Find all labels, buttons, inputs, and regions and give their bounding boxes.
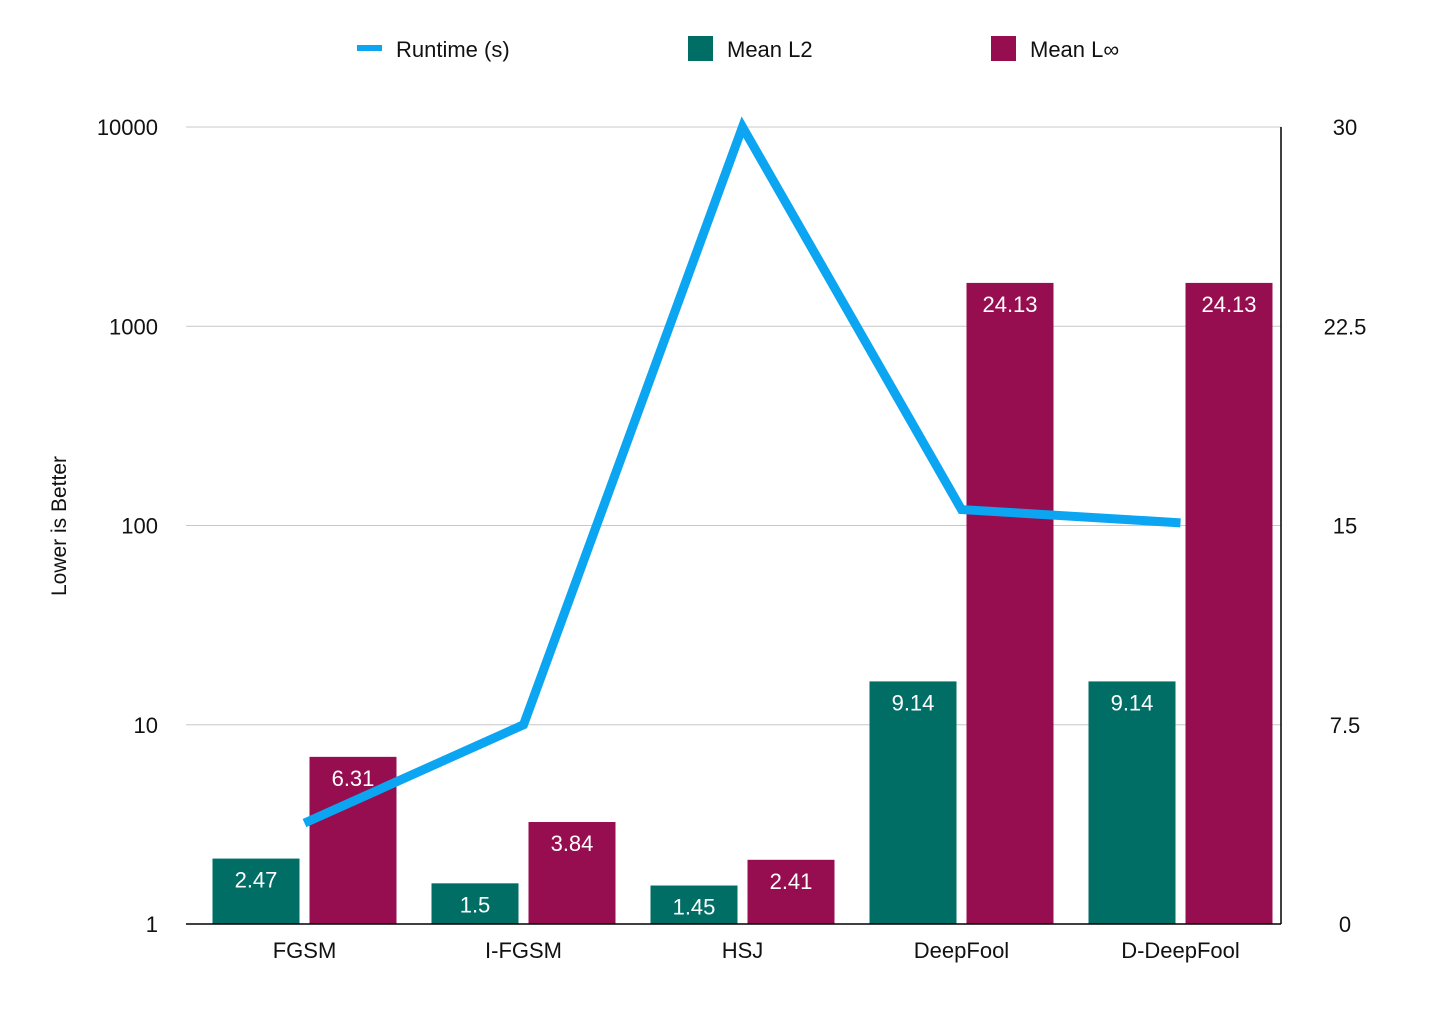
x-tick-label: HSJ (722, 938, 764, 963)
x-tick-label: DeepFool (914, 938, 1009, 963)
x-tick-label: D-DeepFool (1121, 938, 1240, 963)
bar-data-label: 24.13 (1201, 292, 1256, 317)
bar (528, 822, 616, 924)
tick-labels: 1 10 100 1000 10000 0 7.5 15 22.5 30 FGSM I-FGSM HSJ… (97, 115, 1367, 963)
y-axis-title: Lower is Better (48, 456, 71, 596)
bar-data-label: 9.14 (1111, 690, 1154, 715)
bar (747, 859, 835, 924)
legend-label: Mean L2 (727, 37, 813, 62)
legend: Runtime (s) Mean L2 Mean L∞ (357, 36, 1119, 62)
bar-data-label: 6.31 (332, 766, 375, 791)
bar-data-label: 1.5 (460, 892, 491, 917)
y-tick-label: 10000 (97, 115, 158, 140)
runtime-line-layer (302, 116, 1181, 828)
legend-label: Runtime (s) (396, 37, 510, 62)
y-tick-label: 10 (134, 713, 158, 738)
bar-data-label: 3.84 (551, 831, 594, 856)
bar (1185, 282, 1273, 924)
y2-tick-label: 30 (1333, 115, 1357, 140)
y2-tick-label: 7.5 (1330, 713, 1361, 738)
x-tick-label: FGSM (273, 938, 337, 963)
bar-data-label: 9.14 (892, 690, 935, 715)
bars: 2.47 6.31 1.5 3.84 1.45 2.41 9.14 24.13 9.14 24.1… (212, 282, 1273, 924)
bar (869, 681, 957, 924)
runtime-line (302, 116, 1181, 828)
bar (1088, 681, 1176, 924)
bar (212, 858, 300, 924)
gridlines (186, 126, 1281, 726)
axes (186, 127, 1282, 925)
legend-line-swatch (357, 45, 382, 51)
legend-swatch (991, 36, 1016, 61)
bar (650, 885, 738, 924)
bar-data-label: 2.41 (770, 869, 813, 894)
y-tick-label: 1 (146, 912, 158, 937)
y2-tick-label: 22.5 (1324, 314, 1367, 339)
y-tick-label: 1000 (109, 314, 158, 339)
bar (966, 282, 1054, 924)
x-tick-label: I-FGSM (485, 938, 562, 963)
bar (431, 883, 519, 924)
y2-tick-label: 15 (1333, 514, 1357, 539)
y2-tick-label: 0 (1339, 912, 1351, 937)
bar-data-label: 1.45 (673, 895, 716, 920)
bar-data-label: 24.13 (982, 292, 1037, 317)
legend-swatch (688, 36, 713, 61)
y-tick-label: 100 (121, 514, 158, 539)
bar-data-label: 2.47 (235, 868, 278, 893)
legend-label: Mean L∞ (1030, 37, 1119, 62)
